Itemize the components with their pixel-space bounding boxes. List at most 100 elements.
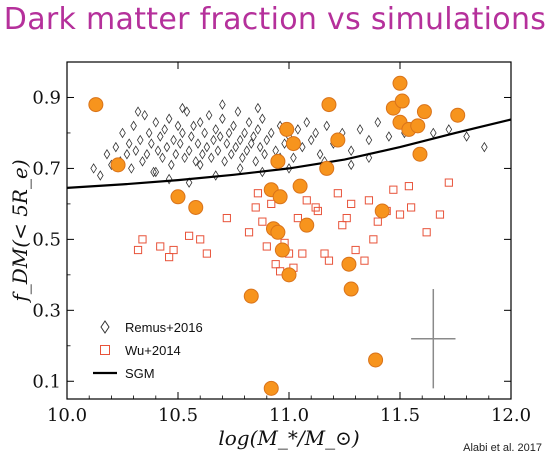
remus-point [205, 109, 213, 121]
x-axis-title: log(M_*/M_⊙) [218, 426, 359, 450]
observation-point [450, 107, 466, 123]
observation-point [243, 288, 259, 304]
remus-point [161, 124, 168, 135]
wu-point [444, 178, 453, 187]
remus-point [290, 152, 297, 164]
remus-point [152, 117, 160, 128]
x-tick-label: 11.0 [269, 405, 309, 426]
remus-point [261, 148, 268, 160]
wu-point [324, 256, 334, 265]
remus-point [250, 131, 257, 142]
wu-point [202, 249, 211, 258]
remus-point [123, 148, 131, 160]
remus-point [252, 156, 259, 167]
remus-point [190, 120, 197, 132]
observation-point [319, 160, 335, 176]
remus-point [97, 170, 104, 181]
remus-point [210, 134, 217, 146]
remus-point [221, 156, 228, 167]
slide-title: Dark matter fraction vs simulations [3, 2, 547, 37]
remus-point [214, 145, 222, 156]
observation-point [412, 146, 428, 162]
wu-point [407, 203, 416, 212]
plot-area [66, 75, 512, 396]
remus-point [196, 159, 204, 171]
remus-point [103, 148, 111, 160]
legend-label: Wu+2014 [125, 343, 181, 358]
remus-point [128, 163, 135, 174]
wu-point [298, 249, 307, 258]
observation-point [110, 157, 126, 173]
remus-point [212, 170, 220, 181]
remus-point [156, 131, 164, 142]
wu-point [342, 213, 351, 223]
wu-point [311, 203, 320, 212]
wu-point [251, 203, 260, 212]
observation-point [321, 97, 337, 113]
wu-point [333, 189, 342, 198]
wu-point [253, 189, 263, 198]
remus-point [176, 138, 184, 149]
remus-point [201, 127, 208, 139]
wu-point [222, 213, 231, 223]
remus-point [203, 141, 211, 153]
remus-point [430, 127, 437, 139]
remus-point [267, 127, 275, 139]
remus-point [185, 145, 193, 156]
remus-point [365, 134, 373, 146]
remus-point [150, 166, 157, 178]
remus-point [481, 141, 488, 153]
remus-point [241, 127, 248, 139]
remus-point [192, 156, 200, 167]
observation-point [410, 118, 426, 134]
observation-point [299, 217, 315, 233]
remus-point [212, 124, 220, 135]
remus-point [239, 152, 246, 164]
wu-point [422, 228, 431, 237]
remus-point [223, 138, 231, 149]
remus-point [172, 148, 180, 160]
observation-point [285, 136, 301, 152]
remus-point [183, 106, 191, 117]
y-tick-label: 0.9 [32, 87, 61, 108]
remus-point [132, 145, 140, 156]
remus-point [152, 166, 160, 178]
legend-item: Remus+2016 [100, 320, 203, 335]
remus-point [165, 173, 173, 185]
remus-point [228, 148, 235, 160]
observation-point [88, 97, 104, 113]
remus-point [219, 113, 226, 125]
legend-item: Wu+2014 [100, 343, 181, 358]
wu-point [133, 245, 143, 255]
remus-point [196, 117, 204, 128]
remus-point [163, 141, 171, 153]
remus-point [365, 152, 373, 164]
remus-point [145, 127, 153, 139]
wu-point [165, 253, 174, 262]
y-axis-title: f_DM(< 5R_e) [8, 159, 32, 303]
observation-series [88, 75, 466, 396]
remus-point [125, 138, 133, 149]
wu-point [156, 242, 165, 251]
remus-point [316, 148, 324, 160]
wu-point [302, 196, 311, 205]
remus-point [232, 141, 239, 153]
observation-point [392, 75, 408, 91]
sgm-line [66, 118, 512, 189]
remus-point [463, 131, 470, 142]
remus-point [323, 120, 331, 132]
wu-point [244, 228, 254, 237]
wu-point [404, 182, 413, 191]
remus-point [307, 134, 315, 146]
remus-point [347, 159, 355, 171]
wu-point [360, 256, 369, 265]
legend-label: SGM [125, 366, 155, 381]
legend: Remus+2016 Wu+2014 SGM [93, 320, 203, 381]
x-tick-label: 10.5 [158, 405, 198, 426]
remus-point [236, 134, 244, 146]
remus-point [119, 127, 126, 139]
legend-label: Remus+2016 [125, 320, 203, 335]
wu-point [262, 242, 271, 251]
observation-point [292, 178, 308, 194]
remus-point [188, 131, 195, 142]
